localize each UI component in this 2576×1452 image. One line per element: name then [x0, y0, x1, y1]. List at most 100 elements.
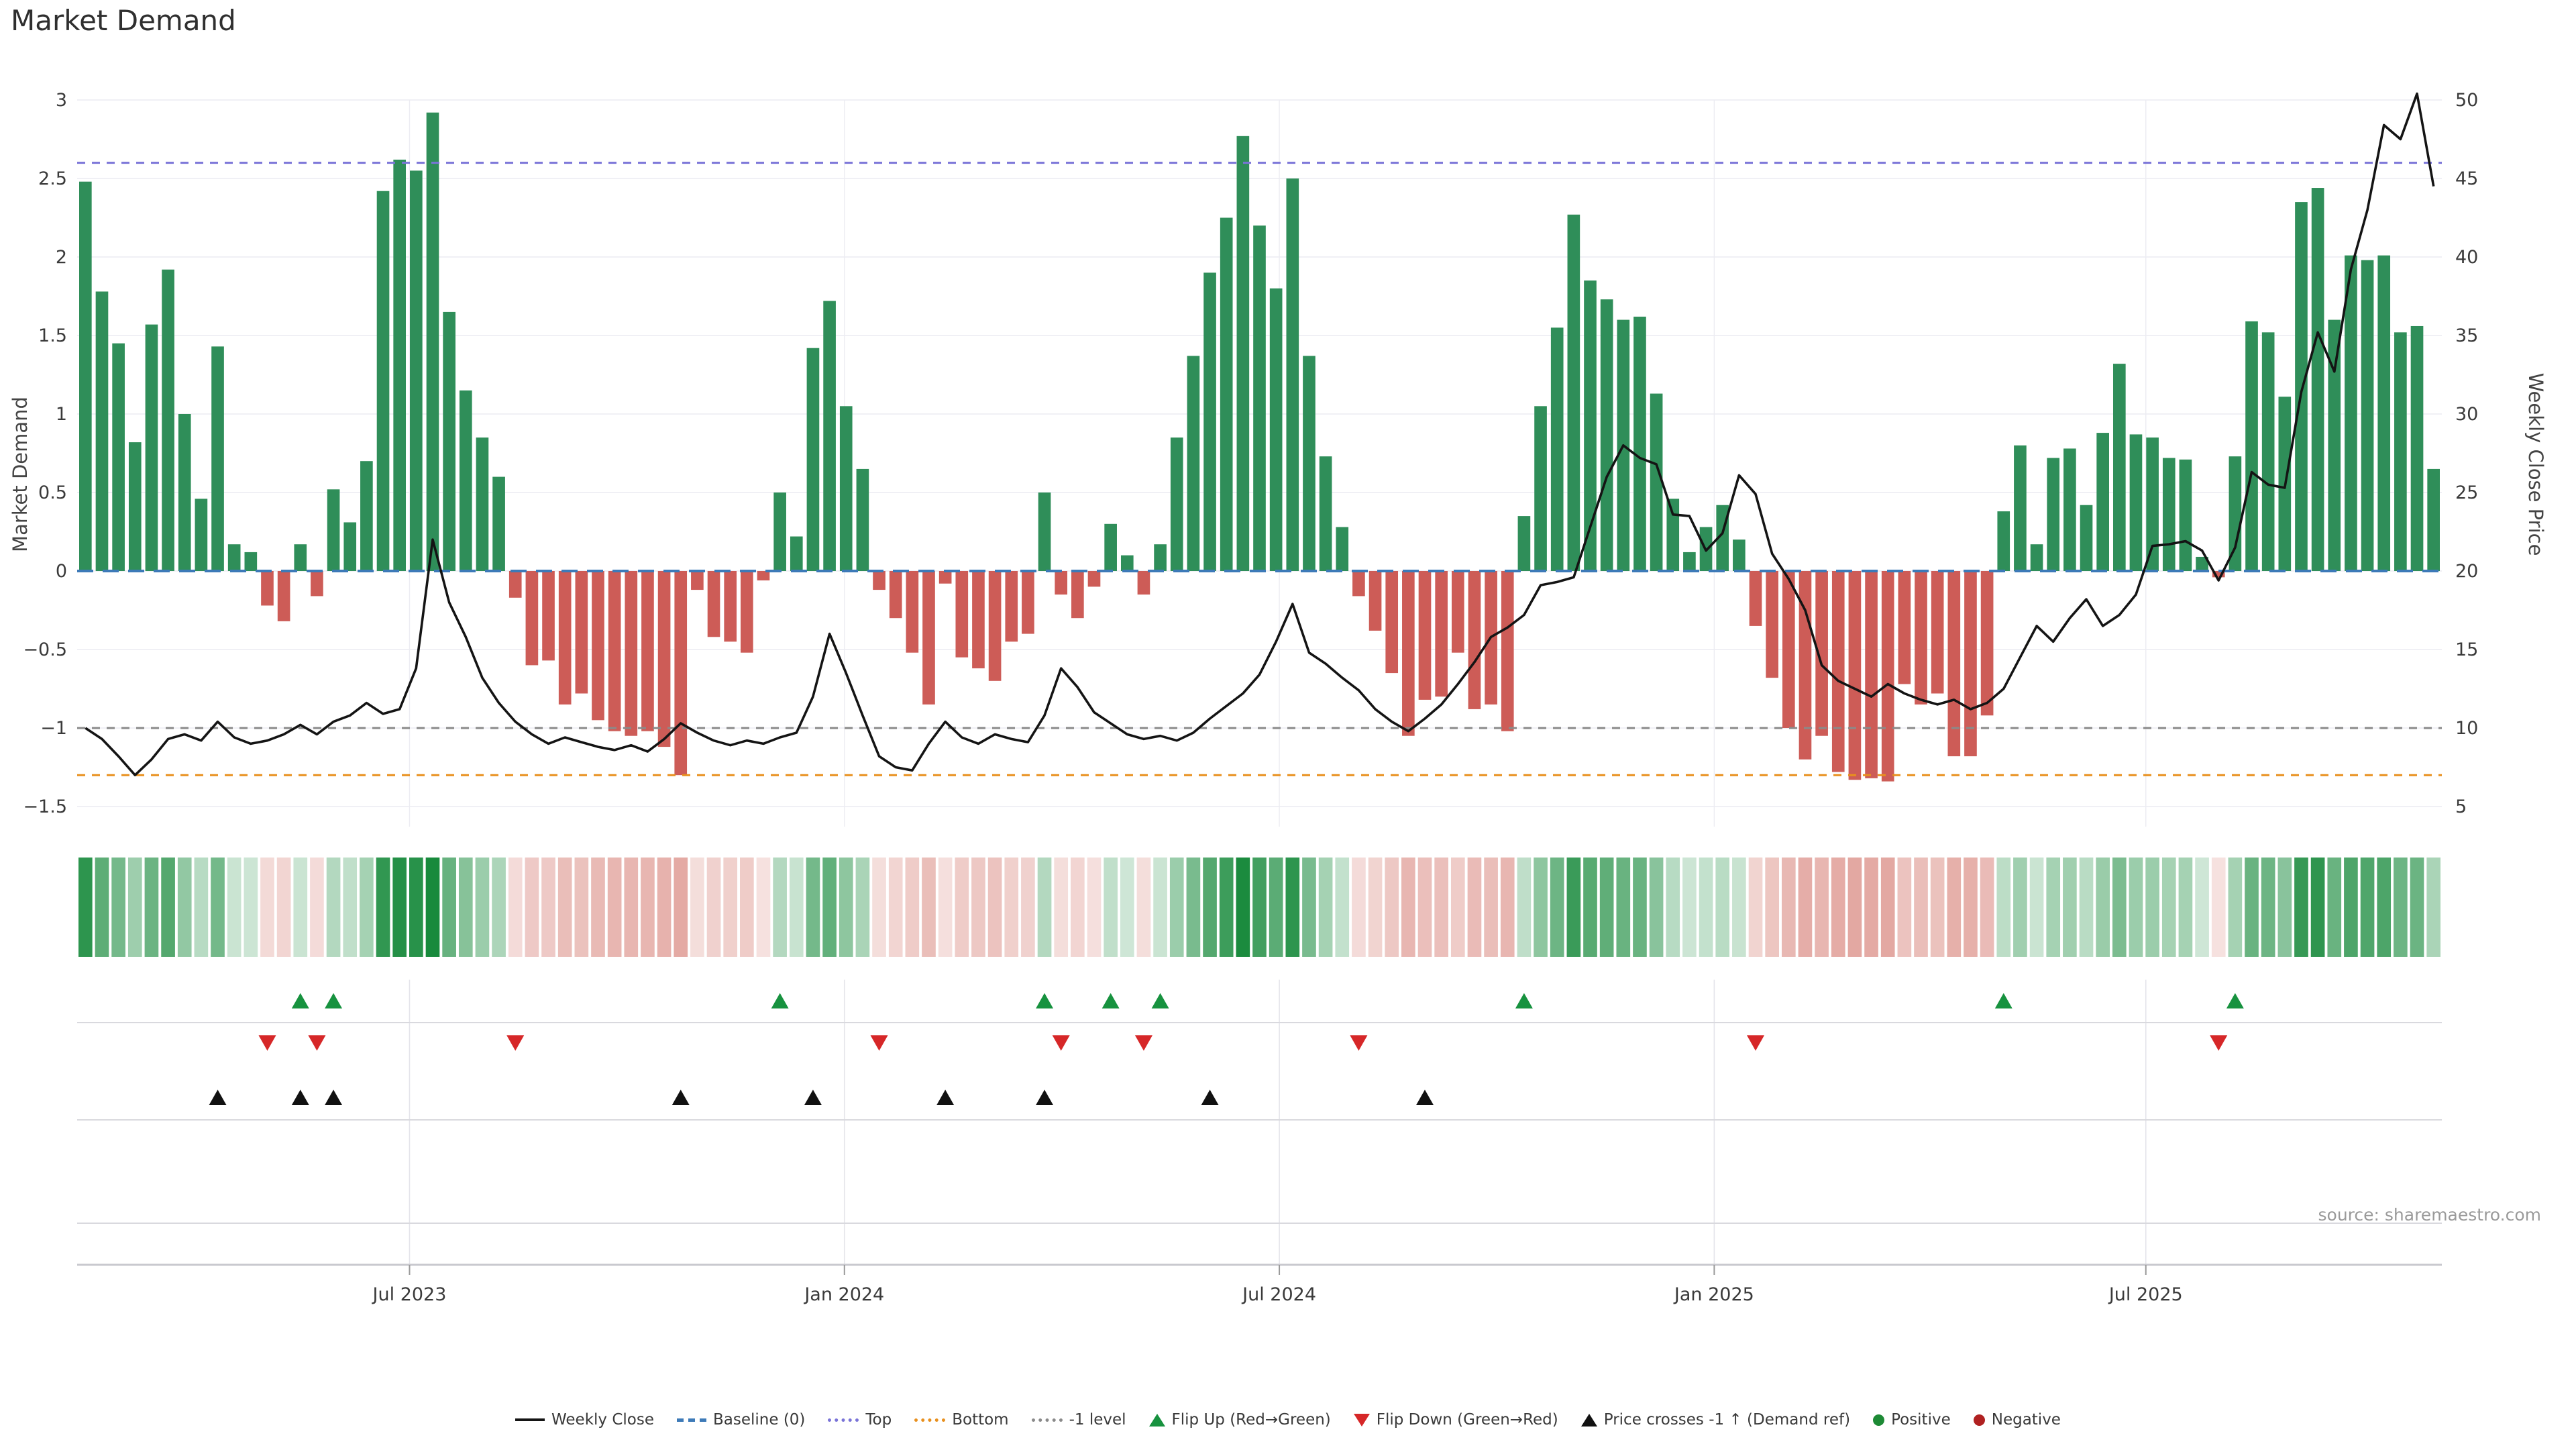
right-axis-tick: 30: [2455, 404, 2478, 425]
legend-item[interactable]: Top: [828, 1411, 892, 1429]
heatmap-cell: [360, 858, 374, 957]
right-axis-tick: 10: [2455, 718, 2478, 739]
heatmap-cell: [1450, 858, 1465, 957]
demand-bar: [525, 571, 539, 666]
left-axis-tick: −1.5: [23, 796, 67, 817]
heatmap-cell: [1302, 858, 1316, 957]
heatmap-cell: [773, 858, 787, 957]
demand-bar: [1286, 178, 1299, 571]
heatmap-cell: [1269, 858, 1283, 957]
legend-label: Weekly Close: [551, 1411, 654, 1429]
demand-heatmap: [78, 858, 2440, 957]
heatmap-cell: [127, 858, 142, 957]
demand-bar: [1584, 280, 1597, 571]
demand-bar: [2096, 433, 2109, 571]
heatmap-cell: [1880, 858, 1895, 957]
legend-item[interactable]: Positive: [1873, 1411, 1951, 1429]
demand-bar: [2311, 188, 2324, 571]
flip-down-marker: [1134, 1035, 1152, 1051]
heatmap-cell: [2161, 858, 2176, 957]
heatmap-cell: [194, 858, 209, 957]
demand-bar: [1683, 552, 1696, 571]
heatmap-cell: [1583, 858, 1597, 957]
legend-item[interactable]: -1 level: [1031, 1411, 1126, 1429]
right-axis-tick: 45: [2455, 168, 2478, 189]
heatmap-cell: [343, 858, 358, 957]
demand-bar: [393, 159, 407, 572]
legend-item[interactable]: Flip Up (Red→Green): [1148, 1411, 1331, 1429]
price-cross-marker: [209, 1090, 227, 1105]
demand-bar: [1550, 327, 1564, 571]
heatmap-cell: [78, 858, 93, 957]
heatmap-cell: [1996, 858, 2011, 957]
demand-bar: [1336, 527, 1349, 571]
demand-bar: [459, 390, 472, 571]
circle-swatch-icon: [1873, 1414, 1885, 1426]
left-axis-tick: 1.5: [38, 325, 67, 346]
legend-item[interactable]: Price crosses -1 ↑ (Demand ref): [1580, 1411, 1850, 1429]
heatmap-cell: [244, 858, 258, 957]
heatmap-cell: [177, 858, 192, 957]
demand-bar: [2196, 556, 2208, 571]
left-axis-tick: 2: [56, 247, 67, 268]
heatmap-cell: [1169, 858, 1184, 957]
demand-bar: [1980, 571, 1994, 716]
demand-bar: [806, 348, 820, 571]
heatmap-cell: [1699, 858, 1713, 957]
heatmap-cell: [2046, 858, 2061, 957]
heatmap-cell: [888, 858, 903, 957]
price-cross-marker: [804, 1090, 822, 1105]
demand-bar: [1236, 136, 1250, 571]
heatmap-cell: [1120, 858, 1134, 957]
heatmap-cell: [1550, 858, 1564, 957]
demand-bar: [1418, 571, 1432, 700]
heatmap-cell: [1897, 858, 1912, 957]
demand-bar: [757, 571, 770, 581]
demand-bar: [1815, 571, 1828, 736]
flip-up-marker: [2226, 993, 2244, 1008]
demand-bar: [492, 476, 505, 571]
price-cross-marker: [1416, 1090, 1434, 1105]
heatmap-cell: [872, 858, 886, 957]
flip-up-marker: [1994, 993, 2012, 1008]
heatmap-cell: [2145, 858, 2159, 957]
heatmap-cell: [938, 858, 953, 957]
demand-bar: [2146, 437, 2159, 571]
heatmap-cell: [1335, 858, 1350, 957]
legend-item[interactable]: Baseline (0): [677, 1411, 805, 1429]
demand-bar: [1253, 225, 1266, 571]
demand-bar: [2261, 332, 2275, 571]
dotted-swatch-icon: [914, 1418, 946, 1422]
heatmap-cell: [293, 858, 308, 957]
heatmap-cell: [2245, 858, 2259, 957]
heatmap-cell: [1467, 858, 1482, 957]
heatmap-cell: [955, 858, 969, 957]
demand-bar: [2112, 364, 2126, 571]
demand-bar: [327, 489, 340, 571]
heatmap-cell: [1616, 858, 1631, 957]
heatmap-cell: [161, 858, 175, 957]
left-axis-tick: −0.5: [23, 639, 67, 660]
x-axis-tick: Jul 2024: [1241, 1284, 1316, 1305]
legend-item[interactable]: Flip Down (Green→Red): [1353, 1411, 1558, 1429]
flip-down-marker: [870, 1035, 888, 1051]
flip-down-marker: [308, 1035, 326, 1051]
heatmap-cell: [624, 858, 639, 957]
heatmap-cell: [723, 858, 738, 957]
flip-down-marker: [258, 1035, 276, 1051]
legend-item[interactable]: Weekly Close: [515, 1411, 654, 1429]
heatmap-cell: [1203, 858, 1217, 957]
heatmap-cell: [1186, 858, 1201, 957]
legend-item[interactable]: Bottom: [914, 1411, 1009, 1429]
heatmap-cell: [376, 858, 390, 957]
heatmap-cell: [2063, 858, 2077, 957]
page-title: Market Demand: [11, 4, 236, 37]
heatmap-cell: [2228, 858, 2243, 957]
legend-item[interactable]: Negative: [1973, 1411, 2061, 1429]
demand-bar: [227, 544, 241, 571]
heatmap-cell: [260, 858, 274, 957]
heatmap-cell: [1484, 858, 1498, 957]
demand-bar: [1666, 499, 1680, 571]
heatmap-cell: [1781, 858, 1796, 957]
heatmap-cell: [1517, 858, 1532, 957]
